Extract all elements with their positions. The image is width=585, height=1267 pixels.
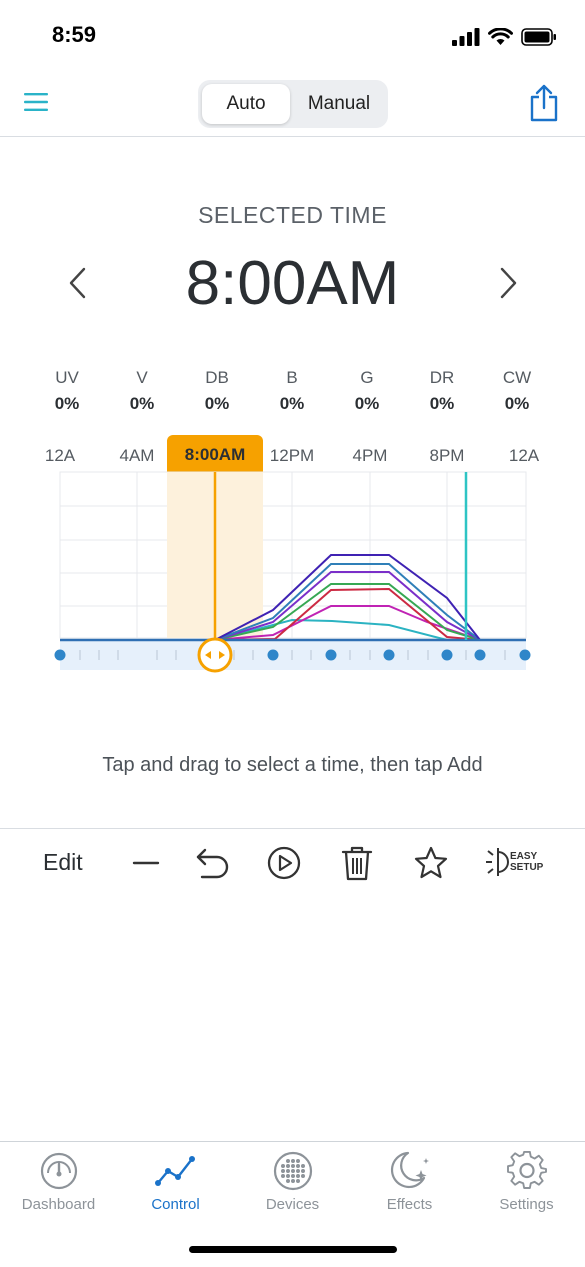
tab-label: Devices [265,1196,320,1213]
selected-time-label: SELECTED TIME [198,202,387,228]
tick-4pm: 4PM [352,446,388,465]
instruction-hint: Tap and drag to select a time, then tap … [102,754,483,776]
tick-12a-start: 12A [44,446,76,465]
channel-name: UV [55,368,79,387]
channel-name: V [136,368,148,387]
channel-value: 0% [54,394,80,413]
header [0,70,585,137]
led-grid-icon [273,1151,312,1191]
curve-g [214,583,481,641]
next-time-button[interactable] [496,266,520,300]
moon-stars-icon [390,1151,429,1189]
minus-icon [132,861,160,865]
manual-tab[interactable]: Manual [307,93,371,114]
selected-time-value: 8:00AM [185,249,400,318]
battery-icon [521,28,556,46]
channel-name: CW [502,368,532,387]
time-drag-handle [197,637,233,673]
tab-settings[interactable]: Settings [468,1148,585,1213]
mode-segmented-control: Auto Manual [198,80,388,128]
channel-cw: CW 0% [480,368,554,414]
tab-devices[interactable]: Devices [234,1148,351,1213]
prev-time-button[interactable] [66,266,90,300]
status-time: 8:59 [52,22,97,47]
tick-12a-end: 12A [508,446,540,465]
schedule-graph[interactable] [0,470,585,680]
curve-dr [214,605,481,641]
undo-button[interactable] [193,843,233,883]
edit-toolbar [0,828,585,897]
tab-bar [0,1141,585,1267]
menu-icon[interactable] [24,92,48,112]
share-icon[interactable] [528,84,560,122]
star-icon [414,846,448,879]
channel-value: 0% [354,394,380,413]
channel-name: B [286,368,298,387]
home-indicator [189,1246,397,1253]
status-icons [452,26,557,48]
channel-v: V 0% [105,368,179,414]
tab-dashboard[interactable]: Dashboard [0,1148,117,1213]
easy-setup-label-1: EASY [510,851,538,862]
gauge-icon [40,1152,77,1190]
favorite-button[interactable] [411,843,451,883]
tab-effects[interactable]: Effects [351,1148,468,1213]
tab-label: Effects [386,1196,433,1213]
channel-uv: UV 0% [30,368,104,414]
tab-label: Settings [499,1196,554,1213]
auto-tab[interactable]: Auto [202,84,290,124]
channel-name: G [360,368,374,387]
channel-name: DB [205,368,229,387]
channel-name: DR [429,368,455,387]
tick-8pm: 8PM [429,446,465,465]
graph-icon [154,1156,195,1186]
channel-value: 0% [279,394,305,413]
wifi-icon [488,28,513,45]
edit-button[interactable]: Edit [43,849,83,875]
trash-icon [341,846,373,881]
easy-setup-label-2: SETUP [510,862,544,873]
signal-icon [452,28,480,46]
tick-selected-time: 8:00AM [167,435,263,472]
remove-point-button[interactable] [126,843,166,883]
channel-value: 0% [129,394,155,413]
channel-value: 0% [429,394,455,413]
undo-icon [196,848,229,879]
curve-db [214,563,481,641]
channel-dr: DR 0% [405,368,479,414]
tab-label: Control [151,1196,200,1213]
timeline-track [60,640,526,670]
channel-value: 0% [204,394,230,413]
tick-4am: 4AM [119,446,155,465]
channel-g: G 0% [330,368,404,414]
gear-icon [506,1151,547,1189]
tab-label: Dashboard [21,1196,96,1213]
preview-button[interactable] [264,843,304,883]
channel-value: 0% [504,394,530,413]
channel-b: B 0% [255,368,329,414]
tick-12pm: 12PM [269,446,315,465]
easy-setup-button[interactable]: EASY SETUP [484,843,548,883]
channel-db: DB 0% [180,368,254,414]
track-ticks [79,650,506,660]
curve-b [214,571,481,641]
curve-uv [214,554,481,641]
tab-control[interactable]: Control [117,1148,234,1213]
delete-button[interactable] [337,843,377,883]
play-circle-icon [267,846,301,880]
schedule-points [54,649,531,661]
easy-setup-icon [486,848,509,876]
